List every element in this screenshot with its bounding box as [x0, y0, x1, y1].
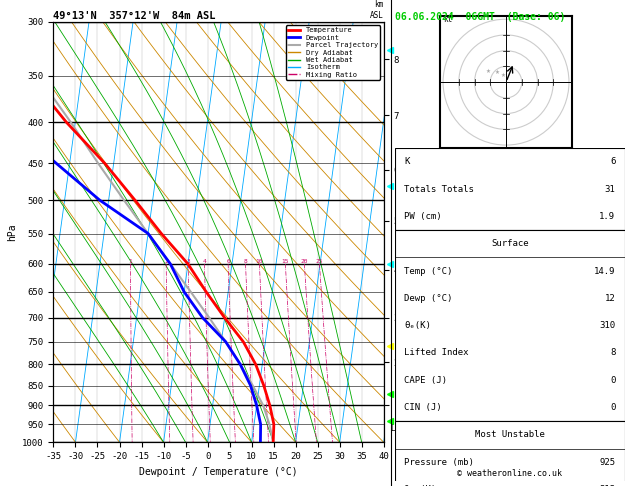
Text: 4: 4	[203, 259, 206, 264]
Y-axis label: hPa: hPa	[7, 223, 17, 241]
Text: 10: 10	[255, 259, 263, 264]
Bar	[395, 230, 625, 421]
Text: Dewp (°C): Dewp (°C)	[404, 294, 453, 303]
Y-axis label: Mixing Ratio (g/kg): Mixing Ratio (g/kg)	[401, 181, 411, 283]
Text: ★: ★	[486, 69, 491, 74]
Text: 6: 6	[610, 157, 615, 166]
Text: 8: 8	[243, 259, 247, 264]
Bar	[395, 421, 625, 486]
Text: 1.9: 1.9	[599, 212, 615, 221]
Text: CAPE (J): CAPE (J)	[404, 376, 447, 385]
Text: 8: 8	[610, 348, 615, 358]
Text: Most Unstable: Most Unstable	[475, 431, 545, 439]
Bar	[395, 148, 625, 230]
Text: Surface: Surface	[491, 239, 528, 248]
Text: 14.9: 14.9	[594, 267, 615, 276]
Text: 310: 310	[599, 321, 615, 330]
Text: 20: 20	[301, 259, 308, 264]
Text: Temp (°C): Temp (°C)	[404, 267, 453, 276]
Text: Totals Totals: Totals Totals	[404, 185, 474, 194]
Text: kt: kt	[443, 16, 452, 24]
Text: θₑ(K): θₑ(K)	[404, 321, 431, 330]
Text: 6: 6	[226, 259, 230, 264]
Legend: Temperature, Dewpoint, Parcel Trajectory, Dry Adiabat, Wet Adiabat, Isotherm, Mi: Temperature, Dewpoint, Parcel Trajectory…	[286, 25, 380, 80]
Text: Lifted Index: Lifted Index	[404, 348, 469, 358]
Text: 15: 15	[282, 259, 289, 264]
Text: LCL: LCL	[391, 423, 404, 433]
Text: 06.06.2024  06GMT  (Base: 06): 06.06.2024 06GMT (Base: 06)	[395, 12, 565, 22]
Text: θₑ (K): θₑ (K)	[404, 485, 437, 486]
Text: PW (cm): PW (cm)	[404, 212, 442, 221]
Text: Pressure (mb): Pressure (mb)	[404, 458, 474, 467]
Text: © weatheronline.co.uk: © weatheronline.co.uk	[457, 469, 562, 478]
Text: 313: 313	[599, 485, 615, 486]
Text: 25: 25	[316, 259, 323, 264]
Text: 12: 12	[604, 294, 615, 303]
Text: 0: 0	[610, 376, 615, 385]
Text: 2: 2	[164, 259, 168, 264]
Text: CIN (J): CIN (J)	[404, 403, 442, 412]
Text: 31: 31	[604, 185, 615, 194]
Text: 925: 925	[599, 458, 615, 467]
X-axis label: Dewpoint / Temperature (°C): Dewpoint / Temperature (°C)	[139, 467, 298, 477]
Text: 49°13'N  357°12'W  84m ASL: 49°13'N 357°12'W 84m ASL	[53, 11, 216, 21]
Text: ★: ★	[495, 69, 500, 74]
Text: ★: ★	[501, 72, 506, 78]
Text: 1: 1	[128, 259, 132, 264]
Text: 3: 3	[186, 259, 190, 264]
Text: K: K	[404, 157, 409, 166]
Text: km
ASL: km ASL	[370, 0, 384, 20]
Text: 0: 0	[610, 403, 615, 412]
